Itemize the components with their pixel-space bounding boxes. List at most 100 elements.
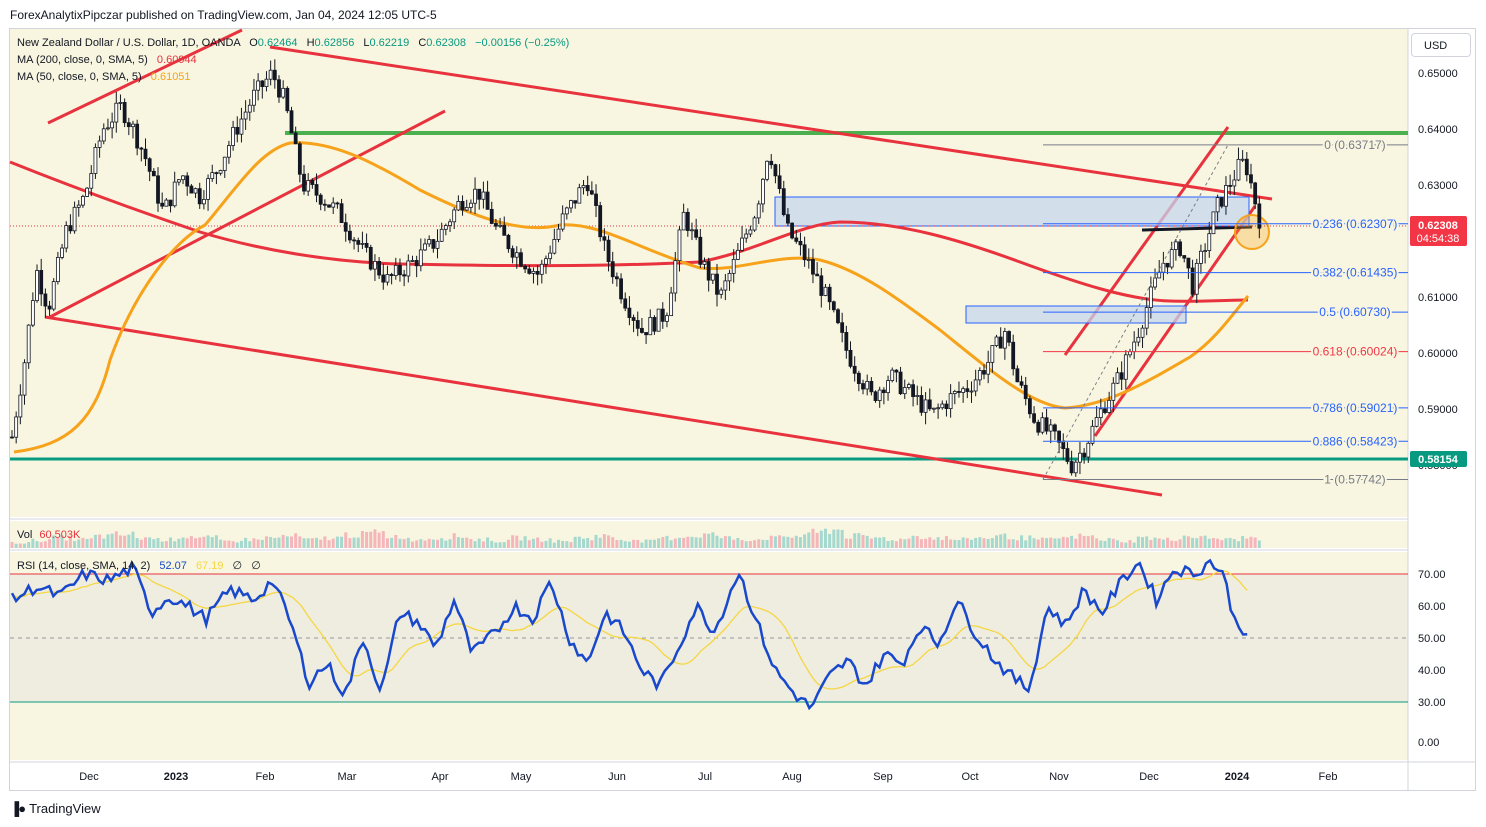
candle-body xyxy=(627,307,632,318)
volume-bar xyxy=(836,529,840,548)
candle-body xyxy=(473,188,477,204)
ma200-line xyxy=(9,160,1249,303)
volume-bar xyxy=(1011,539,1015,548)
volume-bar xyxy=(81,537,85,548)
candle-body xyxy=(64,225,69,249)
candle-body xyxy=(72,206,77,232)
volume-bar xyxy=(794,535,798,548)
candle-body xyxy=(644,332,648,336)
candle-body xyxy=(977,370,982,381)
volume-bar xyxy=(1061,536,1065,548)
volume-bar xyxy=(323,536,327,548)
volume-bar xyxy=(235,542,239,548)
legend-row-ma50[interactable]: MA (50, close, 0, SMA, 5) 0.61051 xyxy=(17,71,191,83)
volume-bar xyxy=(811,528,815,548)
volume-bar xyxy=(148,537,152,548)
volume-bar xyxy=(1040,537,1044,548)
rsi-band-upper-value: ∅ xyxy=(233,560,243,572)
candle-body xyxy=(640,327,644,333)
candle-body xyxy=(827,286,832,303)
candle-body xyxy=(790,222,795,239)
candle-body xyxy=(314,184,319,196)
highlight-circle xyxy=(1234,214,1270,250)
candle-body xyxy=(448,221,452,226)
candle-body xyxy=(1165,262,1170,268)
candle-body xyxy=(89,173,94,189)
ma200-label: MA (200, close, 0, SMA, 5) xyxy=(17,54,148,66)
candle-body xyxy=(85,187,89,197)
candle-body xyxy=(886,380,890,394)
legend-row-volume[interactable]: Vol 60.503K xyxy=(17,529,81,541)
candle-body xyxy=(1186,257,1191,269)
legend-row-ma200[interactable]: MA (200, close, 0, SMA, 5) 0.60944 xyxy=(17,54,197,66)
volume-bar xyxy=(461,537,465,548)
volume-bar xyxy=(1228,537,1232,548)
volume-bar xyxy=(290,536,294,548)
candle-body xyxy=(786,214,790,224)
candle-body xyxy=(14,416,19,438)
volume-bar xyxy=(419,539,423,548)
volume-bar xyxy=(89,538,93,548)
candle-body xyxy=(957,391,961,393)
candle-body xyxy=(932,407,936,410)
candle-body xyxy=(735,249,740,260)
candle-body xyxy=(423,243,427,251)
candle-body xyxy=(356,240,361,245)
volume-bar xyxy=(427,538,431,548)
volume-bar xyxy=(169,537,173,548)
candle-body xyxy=(660,308,665,322)
candle-body xyxy=(335,202,340,205)
candle-body xyxy=(1123,354,1128,380)
volume-bar xyxy=(1086,536,1090,548)
tradingview-brand[interactable]: ▐● TradingView xyxy=(10,801,101,816)
candle-body xyxy=(527,268,532,274)
candle-body xyxy=(1007,331,1011,343)
candle-body xyxy=(464,207,469,211)
candle-body xyxy=(1244,158,1249,176)
legend-row-rsi[interactable]: RSI (14, close, SMA, 14, 2) 52.07 67.19 … xyxy=(17,560,261,572)
volume-bar xyxy=(911,535,915,548)
volume-bar xyxy=(1224,538,1228,548)
volume-bar xyxy=(1207,538,1211,548)
candle-body xyxy=(940,403,945,409)
candle-body xyxy=(1090,425,1095,444)
candle-body xyxy=(756,203,761,219)
volume-bar xyxy=(665,535,669,548)
time-tick-label: Dec xyxy=(1139,771,1159,783)
volume-bar xyxy=(673,538,677,548)
candle-body xyxy=(519,252,523,267)
volume-bar xyxy=(878,537,882,548)
candle-body xyxy=(669,292,674,317)
volume-bar xyxy=(1253,537,1257,548)
rsi-sma-line xyxy=(11,570,1248,690)
candle-body xyxy=(694,229,699,238)
volume-bar xyxy=(477,538,481,548)
candle-body xyxy=(76,204,81,208)
volume-bar xyxy=(644,539,648,548)
candle-body xyxy=(122,102,127,124)
candle-body xyxy=(114,102,119,123)
channel-top-line xyxy=(269,45,1273,201)
volume-bar xyxy=(861,535,865,548)
candle-body xyxy=(427,239,432,245)
candle-body xyxy=(752,217,757,231)
candle-body xyxy=(285,87,290,112)
volume-bar xyxy=(807,532,811,548)
volume-bar xyxy=(632,539,636,548)
candle-body xyxy=(589,190,594,195)
candle-body xyxy=(1203,250,1207,253)
candle-body xyxy=(781,188,786,216)
volume-bar xyxy=(1191,537,1195,548)
volume-bar xyxy=(765,539,769,548)
volume-bar xyxy=(899,538,903,548)
volume-bar xyxy=(1174,540,1178,548)
currency-button[interactable]: USD xyxy=(1411,33,1471,57)
candle-body xyxy=(861,383,865,390)
volume-bar xyxy=(1107,537,1111,548)
candle-body xyxy=(1027,398,1032,415)
candle-body xyxy=(310,180,315,185)
volume-bar xyxy=(210,537,214,548)
volume-bar xyxy=(465,537,469,548)
time-tick-label: 2024 xyxy=(1225,771,1250,783)
